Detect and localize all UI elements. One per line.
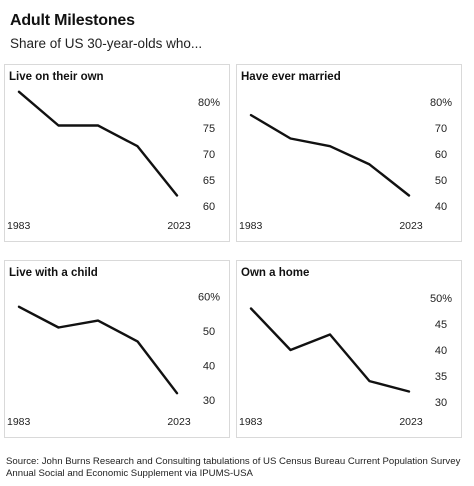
y-tick-label: 75	[203, 123, 215, 135]
series-line	[17, 305, 179, 395]
series-line	[249, 113, 411, 197]
x-tick-label: 2023	[399, 416, 423, 428]
y-tick-label: 35	[435, 371, 447, 383]
y-tick-label: 60	[435, 149, 447, 161]
x-tick-label: 2023	[399, 220, 423, 232]
chart-title: Adult Milestones	[10, 12, 135, 29]
panel-title: Own a home	[241, 267, 310, 279]
y-tick-label: 50	[203, 326, 215, 338]
panel-title: Have ever married	[241, 71, 341, 83]
y-tick-label: 60%	[198, 292, 220, 304]
y-tick-label: 70	[435, 123, 447, 135]
y-tick-label: 40	[435, 345, 447, 357]
x-tick-label: 1983	[7, 416, 31, 428]
y-tick-label: 70	[203, 149, 215, 161]
panel-title: Live on their own	[9, 71, 104, 83]
y-tick-label: 50	[435, 175, 447, 187]
y-tick-label: 40	[435, 201, 447, 213]
line-chart-live-on-their-own: 80% 75 70 65 60 1983 2023	[7, 90, 220, 232]
y-tick-label: 50%	[430, 293, 452, 305]
y-tick-label: 30	[435, 397, 447, 409]
x-tick-label: 1983	[239, 416, 263, 428]
y-tick-label: 30	[203, 395, 215, 407]
line-chart-have-ever-married: 80% 70 60 50 40 1983 2023	[239, 97, 452, 232]
line-chart-own-a-home: 50% 45 40 35 30 1983 2023	[239, 293, 452, 428]
y-tick-label: 45	[435, 319, 447, 331]
series-line	[17, 90, 179, 197]
series-line	[249, 307, 411, 393]
panel-have-ever-married: Have ever married 80% 70 60 50 40 1983 2023	[236, 64, 462, 242]
y-tick-label: 60	[203, 201, 215, 213]
panel-own-a-home: Own a home 50% 45 40 35 30 1983 2023	[236, 260, 462, 438]
line-chart-live-with-a-child: 60% 50 40 30 1983 2023	[7, 292, 220, 429]
x-tick-label: 2023	[167, 220, 191, 232]
y-tick-label: 80%	[198, 97, 220, 109]
chart-subtitle: Share of US 30-year-olds who...	[10, 36, 203, 51]
panel-title: Live with a child	[9, 267, 98, 279]
x-tick-label: 2023	[167, 416, 191, 428]
x-tick-label: 1983	[7, 220, 31, 232]
y-tick-label: 40	[203, 361, 215, 373]
panel-live-with-a-child: Live with a child 60% 50 40 30 1983 2023	[4, 260, 230, 438]
source-note: Source: John Burns Research and Consulti…	[6, 456, 461, 479]
y-tick-label: 65	[203, 175, 215, 187]
panel-live-on-their-own: Live on their own 80% 75 70 65 60 1983 2023	[4, 64, 230, 242]
x-tick-label: 1983	[239, 220, 263, 232]
y-tick-label: 80%	[430, 97, 452, 109]
